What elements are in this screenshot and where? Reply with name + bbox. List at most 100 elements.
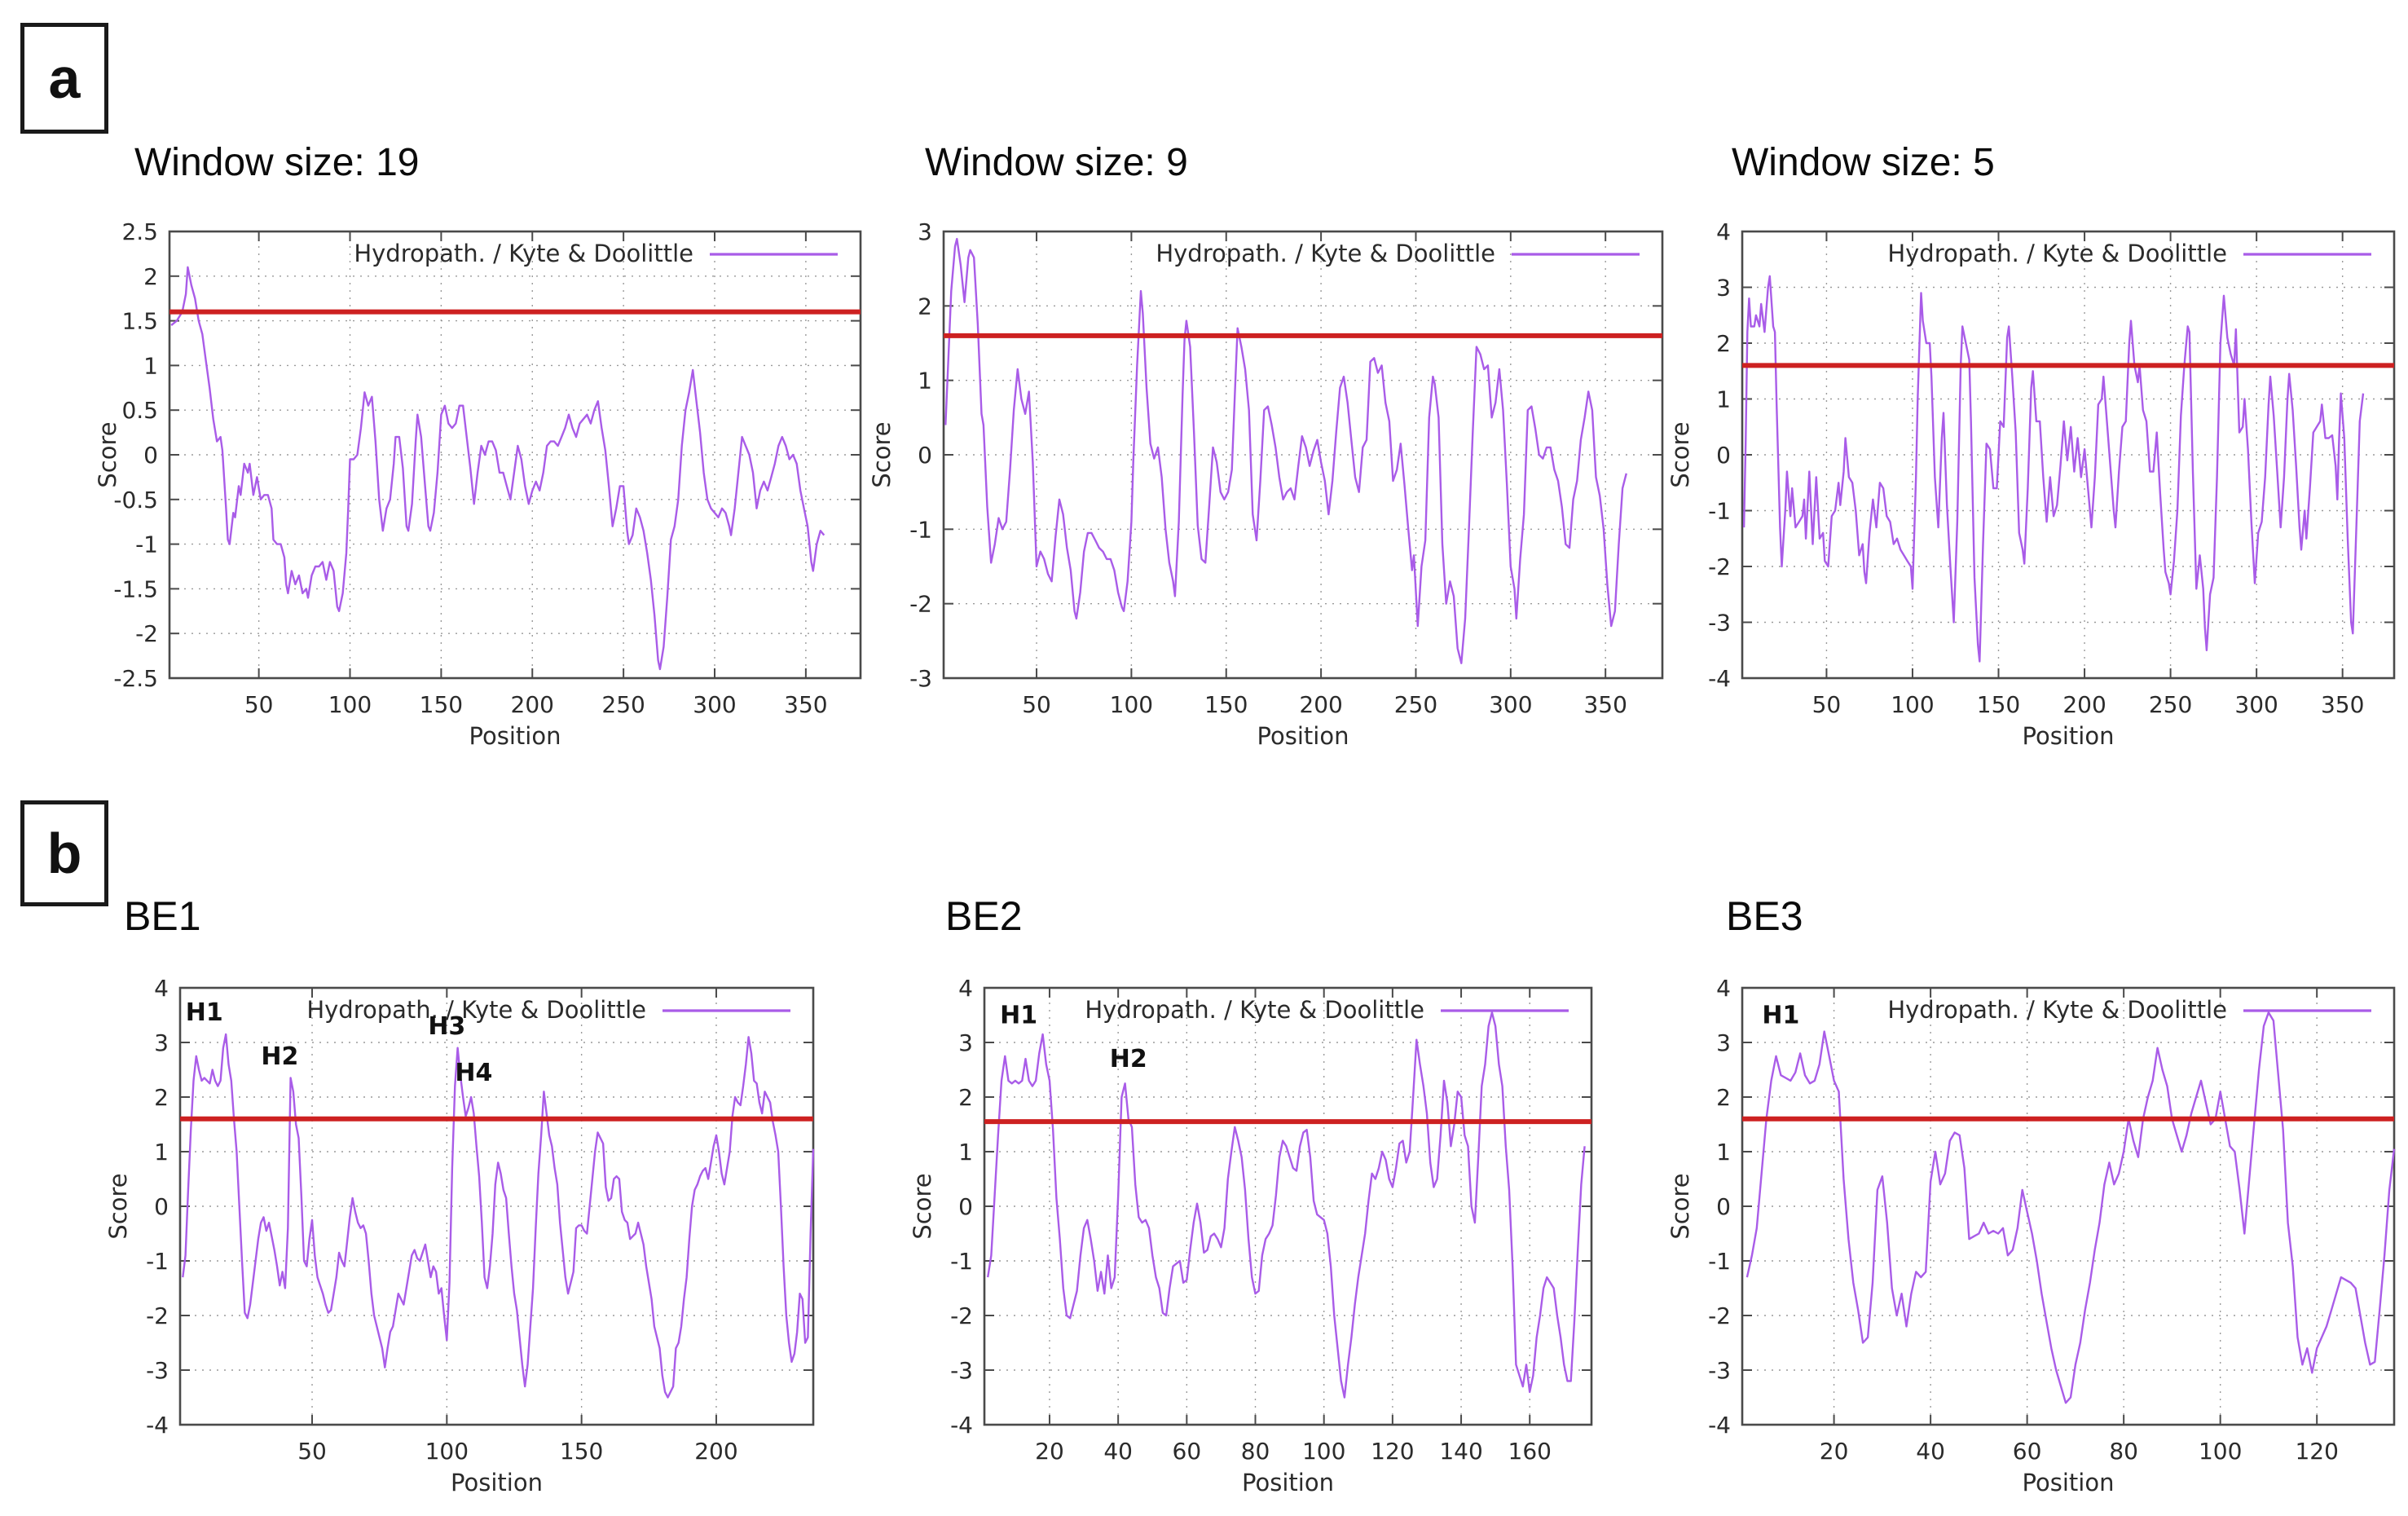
x-tick-label: 20 bbox=[1035, 1438, 1064, 1465]
y-axis-label: Score bbox=[911, 1173, 936, 1239]
annotation-h1: H1 bbox=[1000, 1002, 1037, 1030]
x-tick-label: 50 bbox=[297, 1438, 327, 1465]
y-tick-label: 4 bbox=[958, 976, 973, 1002]
x-tick-label: 250 bbox=[1394, 691, 1437, 718]
x-tick-label: 50 bbox=[244, 691, 274, 718]
hydropathy-series-line bbox=[944, 237, 1627, 664]
chart-title-window-9: Window size: 9 bbox=[925, 141, 1188, 184]
x-tick-label: 200 bbox=[2062, 691, 2106, 718]
y-tick-label: -1 bbox=[146, 1248, 169, 1275]
y-tick-label: -1 bbox=[135, 531, 158, 558]
chart-title-be1: BE1 bbox=[124, 893, 201, 939]
y-tick-label: -1 bbox=[1708, 1248, 1731, 1275]
y-tick-label: 0 bbox=[1716, 442, 1731, 469]
x-axis-label: Position bbox=[2023, 1469, 2115, 1496]
y-tick-label: -2 bbox=[1708, 1302, 1731, 1329]
x-tick-label: 80 bbox=[2109, 1438, 2138, 1465]
y-axis-label: Score bbox=[107, 1173, 132, 1239]
y-tick-label: 2 bbox=[143, 263, 158, 290]
y-tick-label: 1 bbox=[1716, 386, 1731, 413]
legend-label: Hydropath. / Kyte & Doolittle bbox=[1887, 240, 2227, 267]
chart-hydropathy-window-9: 50 100 150 200 250 300 350 3 2 1 0 -1 -2 -3 Score Posit… bbox=[868, 218, 1674, 756]
chart-hydropathy-be2: 20 40 60 80 100 120 140 160 4 3 2 1 0 -1 -2 -3 -4 Score Po… bbox=[909, 975, 1603, 1502]
hydropathy-series-line bbox=[1742, 275, 2365, 663]
chart-hydropathy-window-19: 50 100 150 200 250 300 350 2.5 2 1.5 1 0.5 0 -0.5 -1 -1… bbox=[94, 218, 872, 756]
y-tick-label: 1.5 bbox=[121, 308, 158, 335]
y-tick-label: 3 bbox=[154, 1029, 169, 1056]
plot-svg: 50 100 150 200 250 300 350 3 2 1 0 -1 -2 -3 Score Posit… bbox=[868, 218, 1664, 750]
chart-hydropathy-window-5: 50 100 150 200 250 300 350 4 3 2 1 0 -1 -2 -3 -4 Score Po… bbox=[1666, 218, 2406, 756]
y-tick-label: -3 bbox=[950, 1357, 973, 1384]
x-tick-label: 350 bbox=[784, 691, 827, 718]
y-tick-label: 2 bbox=[958, 1084, 973, 1111]
y-tick-label: -1.5 bbox=[113, 575, 158, 602]
y-tick-label: -2 bbox=[135, 620, 158, 647]
chart-title-be3: BE3 bbox=[1726, 893, 1803, 939]
y-tick-label: -3 bbox=[146, 1357, 169, 1384]
y-tick-label: 2.5 bbox=[121, 220, 158, 245]
hydropathy-series-line bbox=[182, 1033, 815, 1399]
y-tick-label: -1 bbox=[1708, 498, 1731, 525]
x-tick-label: 350 bbox=[1583, 691, 1627, 718]
x-tick-label: 250 bbox=[2149, 691, 2192, 718]
annotation-h2: H2 bbox=[261, 1042, 298, 1071]
x-tick-label: 200 bbox=[694, 1438, 737, 1465]
x-axis-label: Position bbox=[2023, 722, 2115, 750]
y-axis-label: Score bbox=[1669, 1173, 1694, 1239]
y-tick-label: -3 bbox=[909, 665, 932, 692]
x-tick-label: 100 bbox=[1891, 691, 1934, 718]
x-tick-label: 20 bbox=[1820, 1438, 1849, 1465]
legend-label: Hydropath. / Kyte & Doolittle bbox=[306, 996, 646, 1024]
x-tick-label: 300 bbox=[1489, 691, 1532, 718]
plot-svg: 50 100 150 200 250 300 350 2.5 2 1.5 1 0.5 0 -0.5 -1 -1… bbox=[94, 218, 862, 750]
plot-frame bbox=[1741, 986, 2396, 1426]
y-tick-label: -2 bbox=[909, 591, 932, 618]
chart-title-window-5: Window size: 5 bbox=[1732, 141, 1995, 184]
x-tick-label: 100 bbox=[1110, 691, 1153, 718]
x-tick-label: 300 bbox=[693, 691, 736, 718]
y-tick-label: 0 bbox=[918, 442, 932, 469]
x-tick-label: 120 bbox=[2295, 1438, 2338, 1465]
x-axis-label: Position bbox=[451, 1469, 543, 1496]
x-tick-label: 80 bbox=[1241, 1438, 1270, 1465]
x-tick-label: 40 bbox=[1916, 1438, 1945, 1465]
chart-title-be2: BE2 bbox=[945, 893, 1023, 939]
y-tick-label: 2 bbox=[154, 1084, 169, 1111]
panel-letter-a: a bbox=[48, 46, 81, 110]
y-axis-label: Score bbox=[870, 421, 896, 487]
x-tick-label: 150 bbox=[1204, 691, 1248, 718]
x-tick-label: 250 bbox=[601, 691, 645, 718]
x-tick-label: 60 bbox=[2013, 1438, 2042, 1465]
y-tick-label: 1 bbox=[1716, 1139, 1731, 1166]
y-tick-label: -4 bbox=[1708, 665, 1731, 692]
plot-frame bbox=[983, 986, 1593, 1426]
y-tick-label: 3 bbox=[958, 1029, 973, 1056]
y-tick-label: 3 bbox=[918, 220, 932, 245]
y-tick-label: -4 bbox=[1708, 1412, 1731, 1439]
x-tick-label: 150 bbox=[560, 1438, 603, 1465]
y-tick-label: 2 bbox=[918, 293, 932, 320]
x-tick-label: 100 bbox=[2199, 1438, 2242, 1465]
x-tick-label: 60 bbox=[1173, 1438, 1202, 1465]
y-tick-label: 4 bbox=[1716, 976, 1731, 1002]
y-tick-label: -3 bbox=[1708, 1357, 1731, 1384]
x-tick-label: 50 bbox=[1812, 691, 1842, 718]
hydropathy-series-line bbox=[987, 1011, 1586, 1399]
y-tick-label: 0 bbox=[143, 442, 158, 469]
plot-svg: 20 40 60 80 100 120 4 3 2 1 0 -1 -2 -3 -4 Score Position… bbox=[1666, 975, 2396, 1496]
x-tick-label: 100 bbox=[1302, 1438, 1345, 1465]
y-tick-label: -0.5 bbox=[113, 487, 158, 513]
legend-label: Hydropath. / Kyte & Doolittle bbox=[354, 240, 693, 267]
plot-svg: 50 100 150 200 4 3 2 1 0 -1 -2 -3 -4 Score Position Hyd… bbox=[104, 975, 815, 1496]
y-tick-label: 1 bbox=[958, 1139, 973, 1166]
x-tick-label: 200 bbox=[511, 691, 554, 718]
y-tick-label: 3 bbox=[1716, 1029, 1731, 1056]
y-tick-label: -2 bbox=[950, 1302, 973, 1329]
chart-title-window-19: Window size: 19 bbox=[134, 141, 420, 184]
y-axis-label: Score bbox=[1669, 421, 1694, 487]
x-tick-label: 100 bbox=[425, 1438, 469, 1465]
x-tick-label: 200 bbox=[1299, 691, 1342, 718]
y-tick-label: 4 bbox=[154, 976, 169, 1002]
y-tick-label: 0 bbox=[1716, 1193, 1731, 1220]
